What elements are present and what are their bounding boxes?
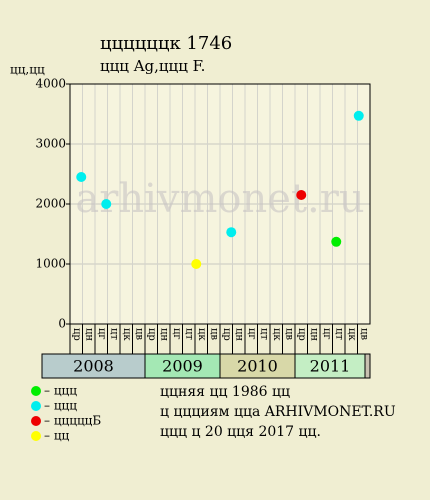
year-label: 2009 (162, 357, 203, 376)
y-tick-label: 0 (58, 317, 66, 331)
y-axis-label: цц,цц (10, 63, 45, 77)
year-end (364, 353, 371, 379)
column-label: цт (333, 328, 344, 340)
watermark: arhivmonet.ru (75, 176, 364, 222)
column-label: цр (296, 328, 307, 341)
column-label: цт (183, 328, 194, 340)
column-label: цк (121, 328, 132, 341)
column-label: цт (108, 328, 119, 340)
column-label: цк (196, 328, 207, 341)
point (331, 236, 342, 247)
point (191, 259, 202, 269)
title: ццццццк 1746 (100, 33, 232, 54)
year-label: 2008 (73, 357, 114, 376)
column-label: цв (133, 328, 144, 340)
y-tick-label: 4000 (35, 77, 66, 91)
footer: ц ццциям ццa ARHIVMONET.RU (160, 404, 396, 420)
column-label: цн (308, 328, 319, 341)
column-label: цт (258, 328, 269, 340)
column-label: цг (171, 328, 182, 340)
column-label: цк (346, 328, 357, 341)
point (76, 172, 87, 182)
legend-label: – ццц (44, 384, 77, 398)
plot-frame (69, 83, 371, 325)
column-label: цн (83, 328, 94, 341)
legend-label: – цц (44, 429, 70, 443)
legend-label: – цццццБ (44, 414, 101, 428)
column-label: цр (146, 328, 157, 341)
column-label: цг (321, 328, 332, 340)
legend-swatch (31, 416, 41, 426)
column-label: цн (233, 328, 244, 341)
point (226, 227, 237, 238)
point (296, 190, 307, 200)
year-label: 2010 (237, 357, 278, 376)
legend-swatch (31, 431, 41, 441)
column-label: цк (271, 328, 282, 341)
column-label: цв (358, 328, 369, 340)
column-label: цн (158, 328, 169, 341)
legend-swatch (31, 386, 41, 396)
y-tick-label: 2000 (35, 197, 66, 211)
column-label: цв (208, 328, 219, 340)
column-label: цр (221, 328, 232, 341)
subtitle: ццц Ag,ццц F. (100, 57, 205, 75)
y-tick-label: 3000 (35, 137, 66, 151)
year-cell (41, 353, 146, 379)
footer: ццц ц 20 цця 2017 цц. (160, 424, 321, 440)
legend-label: – ццц (44, 399, 77, 413)
y-tick-label: 1000 (35, 257, 66, 271)
column-label: цг (246, 328, 257, 340)
column-label: цг (96, 328, 107, 340)
point (353, 110, 364, 121)
year-label: 2011 (310, 357, 351, 376)
point (101, 199, 112, 209)
footer: ццняя цц 1986 цц (160, 384, 290, 400)
column-label: цр (71, 328, 82, 341)
legend-swatch (31, 401, 41, 411)
column-label: цв (283, 328, 294, 340)
year-cell (294, 353, 366, 379)
